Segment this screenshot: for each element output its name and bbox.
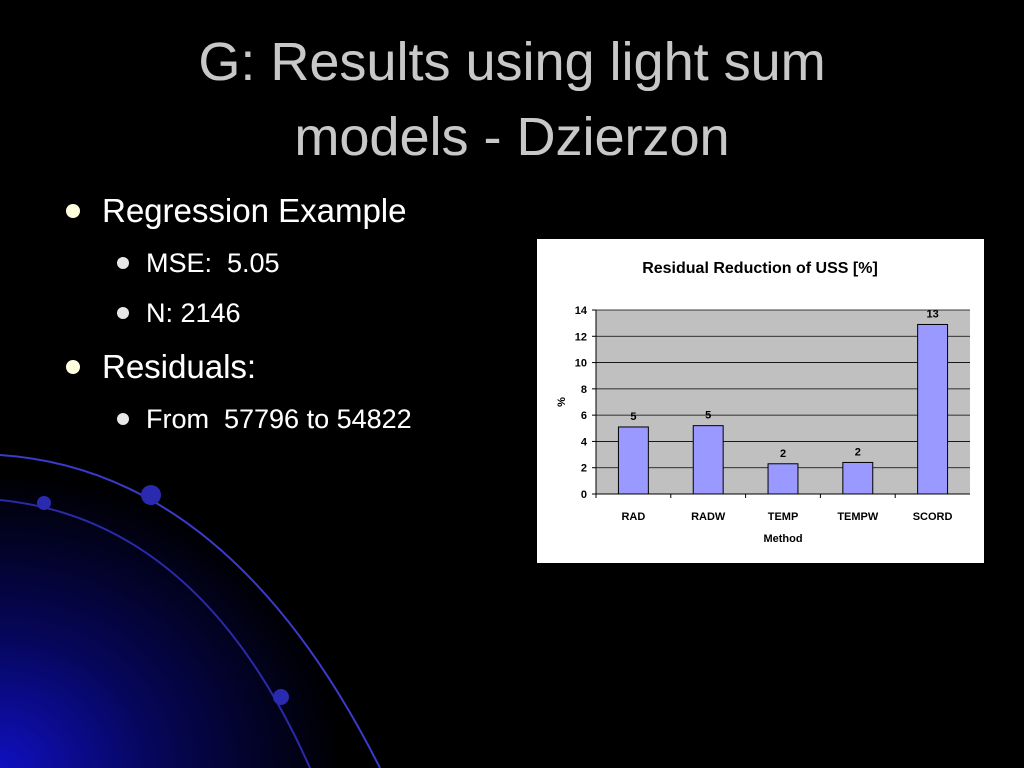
data-label: 13 (926, 308, 938, 320)
chart: Residual Reduction of USS [%] Method% 0 2 4 6… (537, 239, 984, 563)
sub-bullet-dot (117, 413, 129, 425)
data-label: 2 (855, 446, 861, 458)
y-tick-label: 6 (581, 410, 587, 422)
bar (692, 425, 724, 495)
decor-dot (141, 485, 161, 505)
slide-title: models - Dzierzon (294, 107, 729, 167)
sub-bullet-text: From 57796 to 54822 (146, 404, 412, 434)
sub-bullet-text: N: 2146 (146, 298, 241, 328)
x-axis-label: Method (763, 533, 802, 545)
slide-title: G: Results using light sum (198, 32, 825, 92)
x-tick-label: RAD (621, 511, 645, 523)
x-tick-label: TEMPW (837, 511, 879, 523)
decor-dot (37, 496, 51, 510)
y-tick-label: 4 (581, 436, 588, 448)
x-tick-label: RADW (691, 511, 726, 523)
y-tick-label: 12 (575, 331, 587, 343)
background-swirl (0, 440, 380, 768)
x-tick-label: SCORD (913, 511, 953, 523)
bullet-text: Regression Example (102, 192, 406, 229)
data-label: 5 (630, 411, 636, 423)
bullet-dot (66, 360, 80, 374)
y-tick-label: 10 (575, 358, 587, 370)
data-label: 5 (705, 410, 711, 422)
y-axis-label: % (556, 397, 568, 407)
sub-bullet-text: MSE: 5.05 (146, 248, 280, 278)
decor-arc (0, 499, 311, 768)
bar (842, 461, 874, 495)
y-tick-label: 0 (581, 489, 587, 501)
chart-title: Residual Reduction of USS [%] (642, 260, 878, 277)
sub-bullet-dot (117, 307, 129, 319)
bar (917, 323, 949, 495)
decor-arc (0, 454, 381, 768)
y-tick-label: 2 (581, 463, 587, 475)
sub-bullet-dot (117, 257, 129, 269)
bar (617, 426, 649, 495)
data-label: 2 (780, 448, 786, 460)
x-tick-label: TEMP (768, 511, 799, 523)
bullet-dot (66, 204, 80, 218)
bullet-text: Residuals: (102, 348, 256, 385)
y-tick-label: 14 (575, 305, 588, 317)
decor-dot (273, 689, 289, 705)
y-tick-label: 8 (581, 384, 587, 396)
bar (767, 463, 799, 495)
